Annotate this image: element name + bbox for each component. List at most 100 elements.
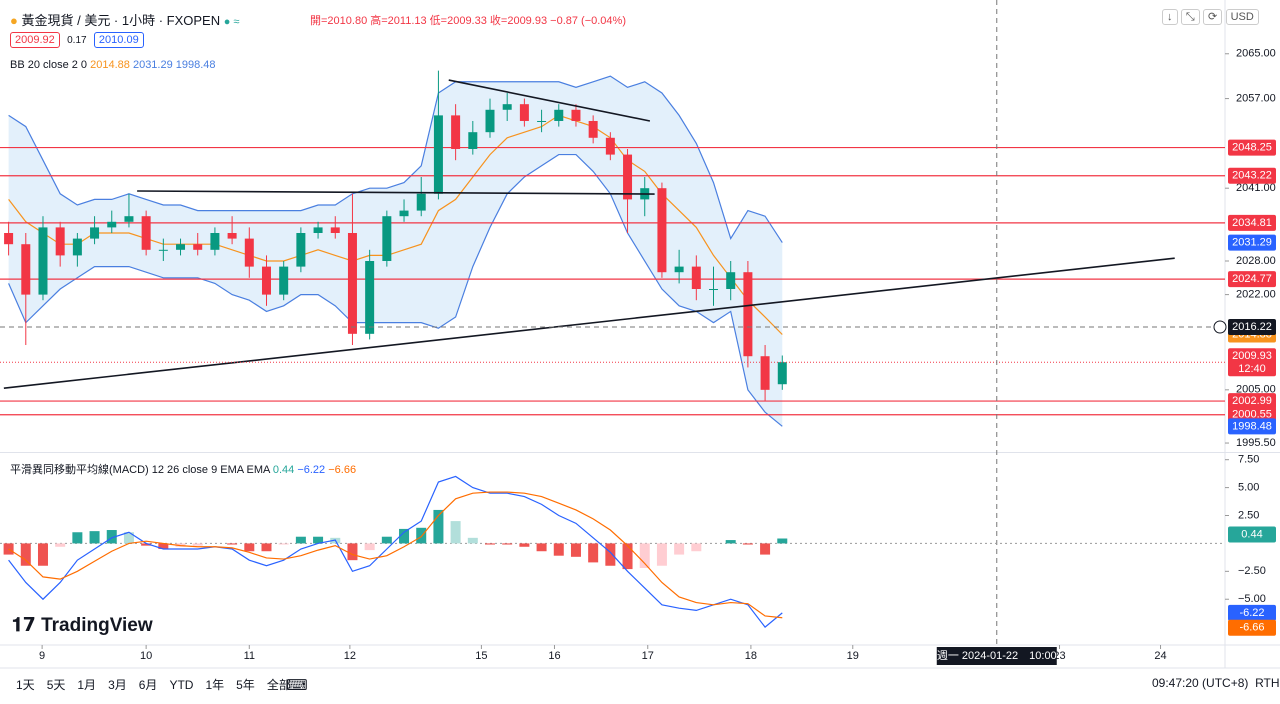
candle-body — [210, 233, 220, 250]
logo: 𝟏𝟳 TradingView — [12, 614, 153, 637]
level-tag-bg — [1228, 393, 1276, 410]
level-tag: 2000.55 — [1232, 409, 1272, 421]
histogram-bar — [295, 536, 306, 544]
y-tick-label: 2057.00 — [1236, 92, 1276, 104]
x-tick-label: 11 — [244, 650, 255, 662]
ohlc: 開=2010.80 高=2011.13 低=2009.33 收=2009.93 … — [310, 15, 626, 27]
y-tick-label: 7.50 — [1238, 454, 1259, 466]
candle-body — [365, 261, 375, 334]
bb-value: 2014.88 — [90, 59, 130, 71]
button[interactable]: ⟳ — [1203, 9, 1223, 25]
macd-value: −6.22 — [297, 464, 326, 476]
level-tag-bg — [1228, 167, 1276, 184]
range-button[interactable]: 1年 — [205, 678, 225, 692]
macd-value: 0.44 — [272, 464, 295, 476]
quote: 2009.92 0.17 2010.09 — [10, 32, 144, 48]
candle-body — [90, 227, 100, 239]
x-tick-label: 24 — [1154, 650, 1166, 662]
crosshair-date: 週一 2024-01-22 10:00 — [937, 649, 1057, 662]
range-button[interactable]: 全部 — [266, 678, 291, 692]
histogram-bar — [89, 531, 100, 544]
candle-body — [554, 109, 564, 121]
candle-body — [605, 137, 615, 155]
currency[interactable]: USD — [1225, 9, 1259, 25]
candle-body — [623, 154, 633, 200]
y-tick-label: 2005.00 — [1236, 384, 1276, 396]
bb-line — [8, 114, 783, 335]
candle-body — [124, 216, 134, 222]
histogram-bar — [244, 543, 255, 552]
y-tick-label: −5.00 — [1238, 593, 1266, 605]
buy[interactable]: 2010.09 — [93, 32, 144, 48]
candle-body — [330, 227, 340, 234]
symbol-title: ● 黃金現貨 / 美元 · 1小時 · FXOPEN ● ≈ — [10, 10, 239, 29]
range-button[interactable]: 1月 — [77, 678, 97, 692]
candle-body — [657, 188, 667, 273]
macd-tag-bg — [1228, 619, 1276, 636]
range-button[interactable]: 5年 — [236, 678, 255, 692]
range-button[interactable]: YTD — [169, 678, 194, 692]
candle-body — [21, 244, 31, 295]
range-button[interactable]: 5天 — [46, 678, 66, 692]
candle-body — [674, 266, 684, 273]
status-bar: 09:47:20 (UTC+8) RTH — [1152, 676, 1280, 690]
bb-line — [8, 75, 783, 243]
candle-body — [244, 238, 254, 267]
histogram-bar — [364, 543, 375, 551]
range-button[interactable]: 1天 — [16, 678, 35, 692]
date-range-icon[interactable]: ⌨ — [286, 677, 308, 694]
histogram-bar — [691, 543, 702, 552]
spread: 0.17 — [67, 35, 87, 46]
histogram-bar — [192, 543, 203, 546]
symbol-icon: ● — [10, 13, 18, 28]
macd-value: −6.66 — [328, 464, 357, 476]
bb-value: 1998.48 — [175, 59, 216, 71]
histogram-bar — [123, 532, 134, 544]
y-tick-label: 2028.00 — [1236, 255, 1276, 267]
histogram-bar — [553, 543, 564, 556]
y-tick-label: 2.50 — [1238, 509, 1259, 521]
macd-title: 平滑異同移動平均線(MACD) 12 26 close 9 EMA EMA — [10, 464, 270, 476]
candle-body — [72, 238, 82, 256]
level-tag-bg — [1228, 271, 1276, 288]
histogram-bar — [639, 543, 650, 568]
candle-body — [399, 210, 409, 217]
bb-tag: 2031.29 — [1232, 236, 1272, 248]
button[interactable]: ↓ — [1162, 9, 1178, 25]
y-tick-label: 5.00 — [1238, 482, 1259, 494]
sell[interactable]: 2009.92 — [10, 32, 60, 48]
candle-body — [416, 193, 426, 211]
histogram-bar — [433, 509, 444, 544]
candle-body — [279, 266, 289, 295]
range-button[interactable]: 3月 — [108, 678, 127, 692]
candle-body — [55, 227, 65, 256]
y-tick-label: −2.50 — [1238, 565, 1266, 577]
macd-line — [8, 475, 783, 628]
candle-body — [743, 272, 753, 357]
range-button[interactable]: 6月 — [138, 678, 158, 692]
histogram-bar — [399, 528, 410, 544]
range-bar: 1天 5天 1月 3月 6月 YTD 1年 5年 全部 — [16, 676, 303, 693]
session[interactable]: RTH — [1255, 676, 1280, 690]
histogram-bar — [72, 532, 83, 544]
symbol: 黃金現貨 / 美元 · 1小時 · FXOPEN — [21, 13, 221, 28]
y-tick-label: 1995.50 — [1236, 437, 1276, 449]
x-tick-label: 15 — [475, 650, 487, 662]
bb-title: BB 20 close 2 0 — [10, 59, 88, 71]
clock: 09:47:20 (UTC+8) — [1152, 676, 1249, 690]
button[interactable]: ⤡ — [1180, 9, 1200, 25]
x-tick-label: 19 — [847, 650, 859, 662]
y-tick-label: 2041.00 — [1236, 182, 1276, 194]
macd-tag: 0.44 — [1241, 528, 1262, 540]
macd-tag: -6.22 — [1239, 607, 1264, 619]
histogram-bar — [742, 543, 753, 545]
candle-body — [519, 104, 529, 121]
candle-body — [588, 120, 598, 138]
histogram-bar — [141, 543, 152, 546]
candle-body — [502, 104, 512, 110]
logo-icon: 𝟏𝟳 — [12, 615, 36, 636]
candle-body — [313, 227, 323, 234]
histogram-bar — [347, 543, 358, 561]
bb-tag-bg — [1228, 234, 1276, 251]
candle-body — [382, 216, 392, 262]
